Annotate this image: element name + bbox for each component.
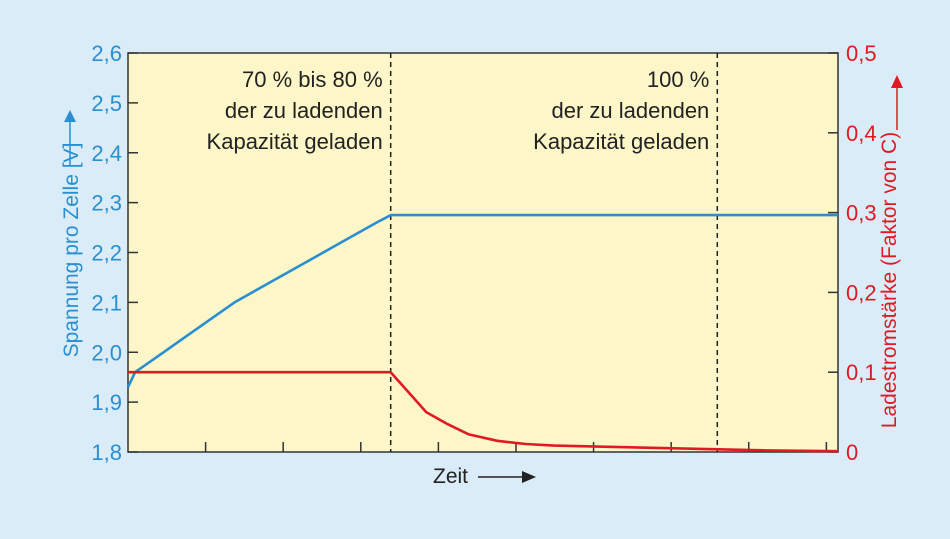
right-tick-label: 0,3 [846, 201, 877, 226]
annotations: 70 % bis 80 % der zu ladenden Kapazität ge… [207, 67, 710, 154]
annotation-line: der zu ladenden [225, 98, 383, 123]
annotation-line: Kapazität geladen [207, 129, 383, 154]
left-tick-label: 1,9 [91, 390, 122, 415]
annotation-line: Kapazität geladen [533, 129, 709, 154]
left-tick-label: 1,8 [91, 440, 122, 465]
x-axis-arrow-icon [522, 471, 536, 483]
phase-markers [389, 53, 719, 452]
series-lines [126, 213, 839, 453]
plot-area [127, 52, 839, 453]
left-axis-title: Spannung pro Zelle [V] [60, 143, 83, 358]
x-axis-title: Zeit [433, 465, 468, 488]
right-axis-arrow-icon [891, 75, 903, 88]
current-series-line [128, 370, 839, 453]
left-tick-label: 2,3 [91, 191, 122, 216]
axis-ticks: 1,8 1,9 2,0 2,1 2,2 2,3 2,4 2,5 2,6 0 0,1 0,2 0,3 0,4… [91, 41, 876, 465]
right-tick-label: 0 [846, 440, 858, 465]
left-axis-arrow-icon [64, 110, 76, 122]
x-axis-title-group: Zeit [433, 465, 536, 488]
left-tick-label: 2,4 [91, 141, 122, 166]
left-tick-label: 2,5 [91, 91, 122, 116]
right-tick-label: 0,2 [846, 280, 877, 305]
annotation-line: der zu ladenden [552, 98, 710, 123]
right-tick-label: 0,4 [846, 121, 877, 146]
voltage-series-line [126, 213, 838, 388]
right-axis-title-group: Ladestromstärke (Faktor von C) [878, 75, 903, 428]
left-tick-label: 2,1 [91, 290, 122, 315]
left-tick-label: 2,2 [91, 241, 122, 266]
right-axis-title: Ladestromstärke (Faktor von C) [878, 132, 901, 428]
annotation-line: 70 % bis 80 % [242, 67, 383, 92]
left-axis-title-group: Spannung pro Zelle [V] [60, 110, 83, 357]
right-tick-label: 0,1 [846, 360, 877, 385]
left-tick-label: 2,0 [91, 340, 122, 365]
right-tick-label: 0,5 [846, 41, 877, 66]
annotation-line: 100 % [647, 67, 709, 92]
left-tick-label: 2,6 [91, 41, 122, 66]
